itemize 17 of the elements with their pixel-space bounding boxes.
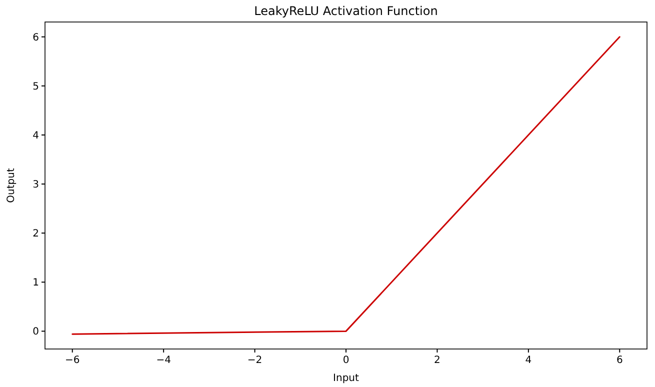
y-axis-title: Output [6, 168, 17, 203]
x-tick-label: −2 [247, 355, 262, 366]
y-tick-label: 6 [32, 32, 39, 44]
y-tick-label: 3 [32, 180, 39, 191]
x-axis-title: Input [333, 373, 360, 384]
x-tick-label: 2 [434, 355, 440, 366]
x-tick-label: −4 [156, 355, 171, 366]
y-tick-label: 2 [32, 228, 39, 240]
x-tick-label: −6 [64, 355, 80, 366]
y-tick-label: 5 [32, 81, 39, 92]
chart-title: LeakyReLU Activation Function [254, 4, 438, 18]
x-tick-label: 6 [616, 355, 623, 366]
y-tick-label: 1 [32, 278, 39, 289]
y-tick-label: 0 [32, 326, 39, 338]
x-tick-label: 4 [525, 355, 532, 366]
y-tick-label: 4 [32, 130, 39, 142]
x-tick-label: 0 [342, 355, 350, 366]
